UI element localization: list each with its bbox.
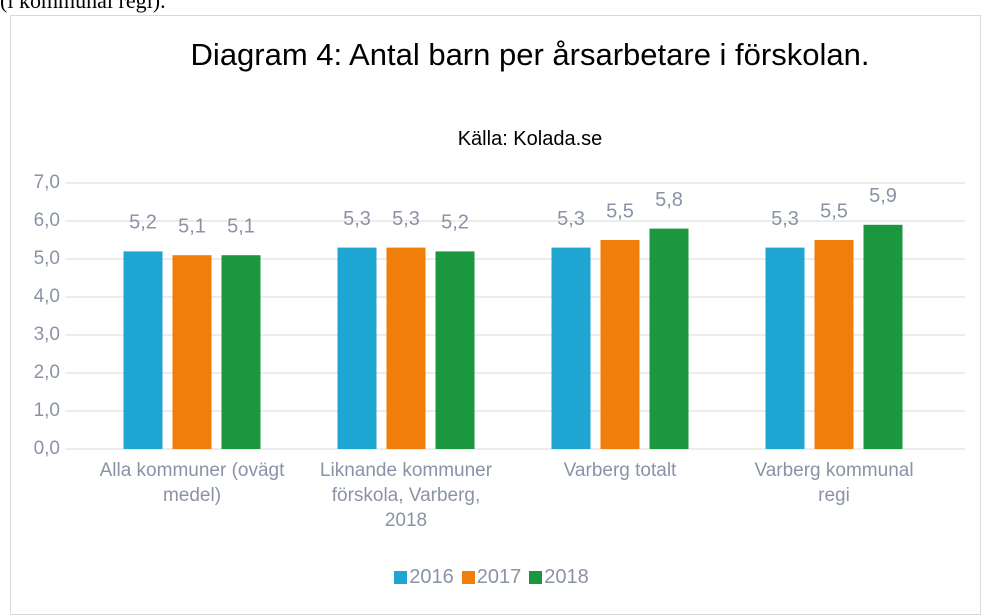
bar [551,247,591,449]
data-label: 5,9 [869,185,897,207]
data-label: 5,3 [771,208,799,230]
data-label: 5,5 [606,200,634,222]
legend-label: 2016 [409,566,454,588]
x-tick-label: Varberg kommunal regi [754,460,914,506]
bar [123,251,163,449]
bar [221,255,261,449]
bar [600,240,640,449]
data-label: 5,1 [227,215,255,237]
data-label: 5,3 [392,208,420,230]
y-tick-label: 4,0 [34,286,60,307]
x-tick-label: Varberg totalt [563,460,677,481]
data-label: 5,5 [820,200,848,222]
chart-subtitle: Källa: Kolada.se [457,128,603,150]
data-label: 5,8 [655,189,683,211]
bar [172,255,212,449]
data-label: 5,2 [129,212,157,234]
y-tick-label: 7,0 [34,172,60,193]
legend-swatch [461,571,475,584]
legend-label: 2018 [544,566,589,588]
y-tick-label: 5,0 [34,248,60,269]
legend-label: 2017 [476,566,522,588]
data-label: 5,3 [343,208,371,230]
legend-item: 2016 [394,566,454,589]
data-label: 5,2 [441,212,469,234]
bar [435,251,475,449]
y-tick-label: 0,0 [34,438,60,459]
legend-item: 2018 [529,566,589,589]
x-tick-label: Alla kommuner (ovägt medel) [99,460,285,506]
chart-title: Diagram 4: Antal barn per årsarbetare i … [190,37,870,72]
x-tick-label: Liknande kommuner förskola, Varberg, 201… [319,460,493,531]
legend-swatch [529,571,543,584]
data-label: 5,3 [557,208,585,230]
bar [337,247,377,449]
legend-swatch [394,571,408,584]
context-text: (i kommunal regi). [0,0,166,13]
legend: 2016 2017 2018 [0,566,983,589]
bar [765,247,805,449]
bar [386,247,426,449]
bar [814,240,854,449]
y-tick-label: 1,0 [34,400,60,421]
legend-item: 2017 [461,566,522,589]
bar [649,228,689,449]
bar [863,224,903,449]
y-tick-label: 2,0 [34,362,60,383]
data-label: 5,1 [178,215,206,237]
y-tick-label: 3,0 [34,324,60,345]
y-tick-label: 6,0 [34,210,60,231]
